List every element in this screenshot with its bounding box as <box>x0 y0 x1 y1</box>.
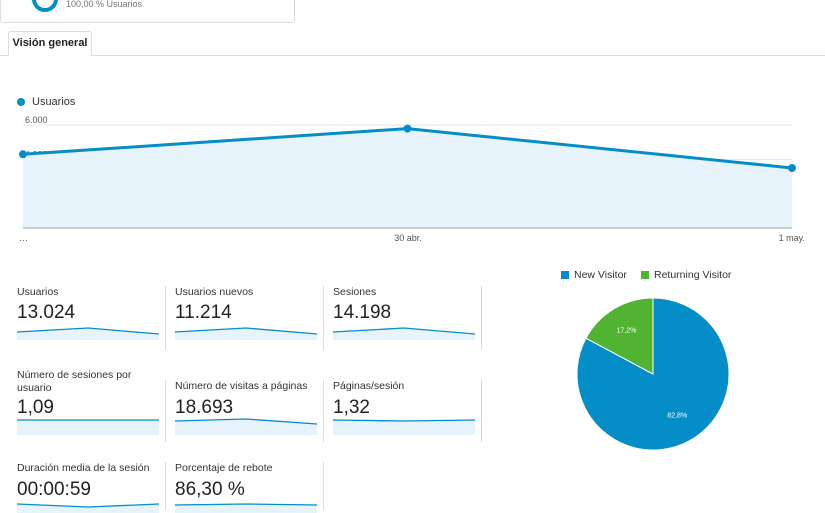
metric-value: 1,32 <box>333 397 370 418</box>
metric-divider <box>165 286 166 350</box>
legend-swatch-icon <box>641 271 649 279</box>
data-point <box>19 150 27 159</box>
metric-value: 1,09 <box>17 397 54 418</box>
data-point <box>403 124 412 133</box>
x-tick-label: 30 abr. <box>394 233 422 243</box>
metric-divider <box>323 286 324 350</box>
metric-divider <box>481 380 482 442</box>
metric-sparkline <box>17 327 159 340</box>
legend-label: New Visitor <box>574 269 627 281</box>
segment-ring <box>25 0 65 22</box>
pie-slice <box>585 297 654 375</box>
metric-label: Número de sesiones por usuario <box>17 369 132 394</box>
metric-label: Páginas/sesión <box>333 380 405 392</box>
metric-label: Usuarios nuevos <box>175 286 254 298</box>
metric-label: Porcentaje de rebote <box>175 462 273 474</box>
data-point <box>788 164 796 172</box>
metric-usuarios-nuevos[interactable]: Usuarios nuevos 11.214 <box>175 286 323 340</box>
metric-sparkline <box>17 503 159 513</box>
pie-data-label: 82,8% <box>667 412 687 419</box>
tab-vision-general[interactable]: Visión general <box>8 31 92 56</box>
metric-sesiones[interactable]: Sesiones 14.198 <box>333 286 481 340</box>
metric-value: 13.024 <box>17 302 76 323</box>
metric-usuarios[interactable]: Usuarios 13.024 <box>17 286 165 340</box>
metric-divider <box>323 462 324 510</box>
area-fill <box>23 128 792 228</box>
metric-sparkline <box>175 503 317 513</box>
pie-legend-new[interactable]: New Visitor <box>561 269 627 281</box>
metric-value: 11.214 <box>175 302 232 323</box>
legend-swatch-icon <box>561 271 569 279</box>
metric-label: Número de visitas a páginas <box>175 380 308 392</box>
metric-value: 18.693 <box>175 397 234 418</box>
x-tick-label: 1 may. <box>779 233 805 243</box>
metric-divider <box>165 462 166 510</box>
metric-visitas-paginas[interactable]: Número de visitas a páginas 18.693 <box>175 380 323 435</box>
segment-card: 100,00 % Usuarios <box>0 0 295 23</box>
metric-porcentaje-rebote[interactable]: Porcentaje de rebote 86,30 % <box>175 462 323 513</box>
legend-label: Returning Visitor <box>654 269 732 281</box>
metric-label: Duración media de la sesión <box>17 462 150 474</box>
metric-divider <box>481 286 482 350</box>
series-dot-icon <box>17 98 25 106</box>
y-tick-label: 6.000 <box>25 115 48 125</box>
segment-label: 100,00 % Usuarios <box>66 0 143 9</box>
metric-value: 14.198 <box>333 302 392 323</box>
visitor-type-pie-chart[interactable]: 82,8% 17,2% <box>568 289 738 459</box>
metric-sparkline <box>333 419 475 435</box>
metric-sparkline <box>175 327 317 340</box>
metric-sparkline <box>175 418 317 435</box>
metric-sparkline <box>17 419 159 435</box>
x-tick-label: … <box>19 233 28 243</box>
pie-legend-returning[interactable]: Returning Visitor <box>641 269 731 281</box>
pie-data-label: 17,2% <box>616 328 636 335</box>
metric-paginas-sesion[interactable]: Páginas/sesión 1,32 <box>333 380 481 435</box>
metric-label: Sesiones <box>333 286 377 298</box>
metric-value: 86,30 % <box>175 479 245 500</box>
metric-divider <box>323 380 324 442</box>
chart-legend[interactable]: Usuarios <box>17 96 75 108</box>
metric-value: 00:00:59 <box>17 479 91 500</box>
tab-bar <box>0 55 825 56</box>
users-area-chart[interactable]: 6.0004.0002.000…30 abr.1 may. <box>0 110 825 250</box>
metric-sparkline <box>333 327 475 340</box>
metric-divider <box>165 380 166 442</box>
series-name: Usuarios <box>32 96 76 108</box>
metric-sesiones-por-usuario[interactable]: Número de sesiones por usuario 1,09 <box>17 369 159 435</box>
metric-label: Usuarios <box>17 286 59 298</box>
metric-duracion-media[interactable]: Duración media de la sesión 00:00:59 <box>17 462 165 513</box>
